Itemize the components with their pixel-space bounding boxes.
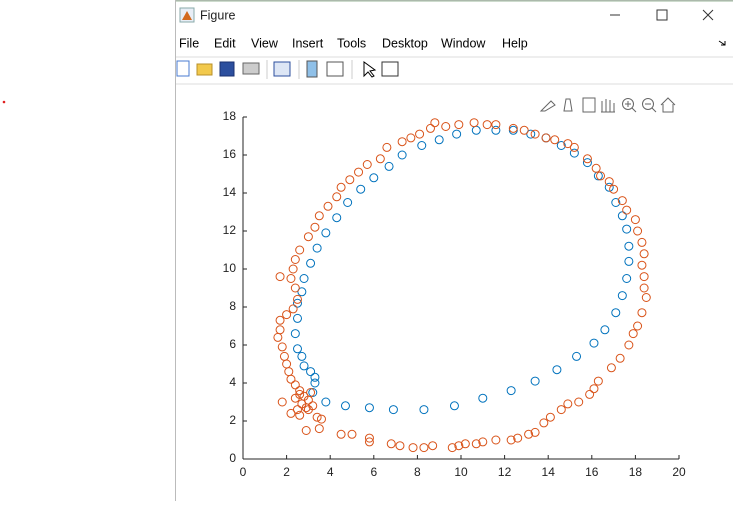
y-tick-label: 0 [229,451,236,465]
tool-property[interactable] [382,62,398,76]
tool-open[interactable] [197,64,212,75]
y-tick-label: 16 [223,147,237,161]
tool-new[interactable] [177,61,189,76]
menu-bar: File Edit View Insert Tools Desktop Window Help [179,36,528,50]
y-tick-label: 2 [229,413,236,427]
window-frame [176,1,733,502]
menu-item[interactable]: Help [502,36,528,50]
tool-legend[interactable] [327,62,343,76]
y-tick-label: 18 [223,109,237,123]
y-tick-label: 10 [223,261,237,275]
menu-item[interactable]: Window [441,36,486,50]
menu-item[interactable]: Insert [292,36,324,50]
x-tick-label: 14 [542,465,556,479]
y-tick-label: 8 [229,299,236,313]
x-tick-label: 0 [240,465,247,479]
tool-save[interactable] [220,62,234,76]
y-tick-label: 6 [229,337,236,351]
x-tick-label: 18 [629,465,643,479]
tool-link[interactable] [274,62,290,76]
y-tick-label: 14 [223,185,237,199]
x-tick-label: 6 [370,465,377,479]
menu-item[interactable]: Desktop [382,36,428,50]
x-tick-label: 2 [283,465,290,479]
x-tick-label: 16 [585,465,599,479]
window-title: Figure [200,8,235,22]
x-tick-label: 8 [414,465,421,479]
x-tick-label: 10 [454,465,468,479]
tool-print[interactable] [243,63,259,74]
y-tick-label: 4 [229,375,236,389]
menu-item[interactable]: Tools [337,36,366,50]
menu-item[interactable]: File [179,36,199,50]
menu-item[interactable]: View [251,36,279,50]
x-tick-label: 12 [498,465,512,479]
menu-item[interactable]: Edit [214,36,236,50]
tool-colorbar[interactable] [307,61,317,77]
x-tick-label: 20 [672,465,686,479]
red-dot [3,101,6,104]
x-tick-label: 4 [327,465,334,479]
y-tick-label: 12 [223,223,237,237]
